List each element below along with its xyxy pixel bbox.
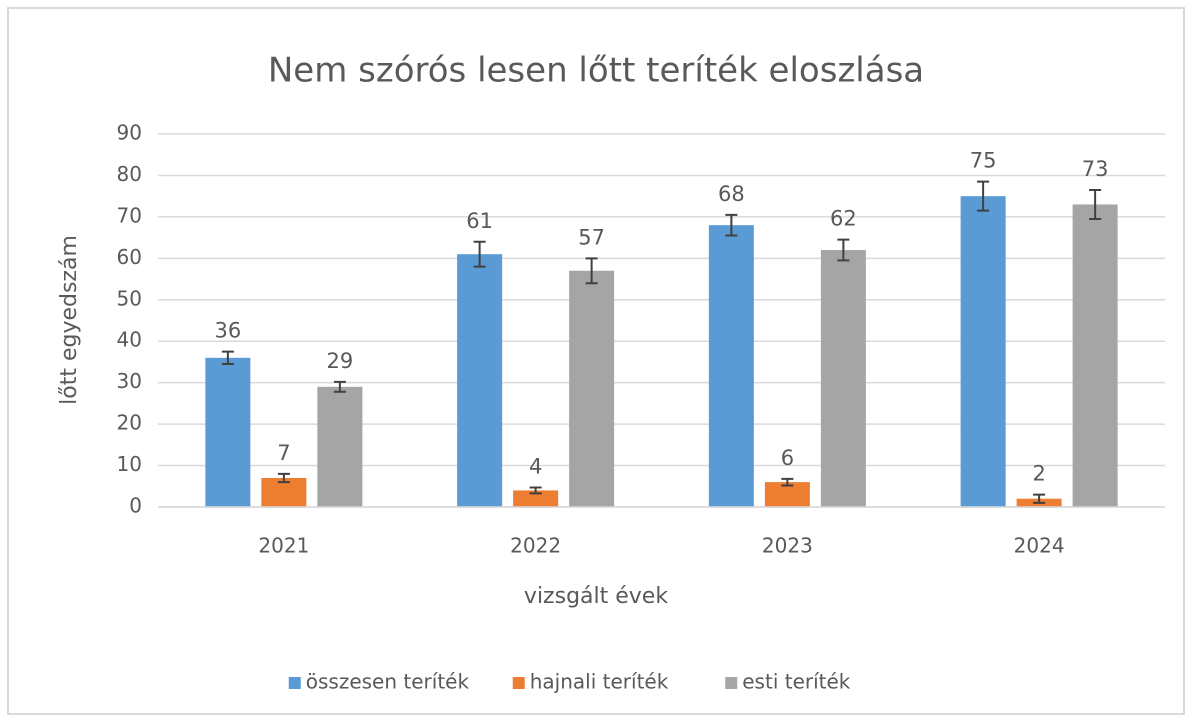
bar [513,490,559,507]
bar [317,386,363,507]
y-tick-label: 0 [129,494,142,518]
error-bar [529,486,542,495]
x-tick-label: 2024 [1014,534,1065,558]
bar [1072,204,1118,507]
data-label: 75 [970,149,997,173]
legend-label: összesen teríték [306,670,470,694]
data-label: 36 [215,319,242,343]
legend-label: esti teríték [742,670,851,694]
y-tick-label: 60 [117,245,142,269]
data-label: 68 [718,182,745,206]
data-label: 57 [578,225,605,249]
y-tick-label: 80 [117,162,142,186]
bar [960,196,1006,507]
y-axis-label: lőtt egyedszám [57,235,82,405]
y-tick-label: 50 [117,286,142,310]
bar [569,270,615,507]
legend-swatch [725,677,738,689]
x-axis-label: vizsgált évek [524,584,668,609]
y-tick-label: 40 [117,328,142,352]
error-bar [473,240,486,268]
error-bar [977,180,990,212]
error-bar [585,257,598,285]
data-label: 29 [327,349,354,373]
error-bar [1033,493,1046,504]
data-label: 73 [1082,157,1109,181]
y-tick-label: 10 [117,452,142,476]
y-tick-label: 20 [117,411,142,435]
legend-label: hajnali teríték [530,670,669,694]
error-bar [781,477,794,487]
data-label: 7 [277,441,290,465]
bar [205,357,251,507]
legend-swatch [288,677,301,689]
data-label: 6 [781,446,794,470]
error-bar [837,238,850,262]
error-bar [221,350,234,366]
y-tick-label: 70 [117,203,142,227]
data-label: 2 [1032,462,1045,486]
data-label: 62 [830,207,857,231]
y-tick-label: 90 [117,121,142,145]
error-bar [277,472,290,484]
data-label: 4 [529,455,542,479]
y-tick-label: 30 [117,369,142,393]
x-tick-label: 2023 [762,534,813,558]
bar [708,225,754,507]
legend-swatch [512,677,525,689]
bar [457,254,503,507]
error-bar [1089,188,1102,220]
error-bar [725,213,738,237]
error-bar [333,380,346,393]
data-label: 61 [466,209,493,233]
bar [820,250,866,508]
x-tick-label: 2022 [510,534,561,558]
x-tick-label: 2021 [258,534,309,558]
chart-title: Nem szórós lesen lőtt teríték eloszlása [268,51,924,91]
